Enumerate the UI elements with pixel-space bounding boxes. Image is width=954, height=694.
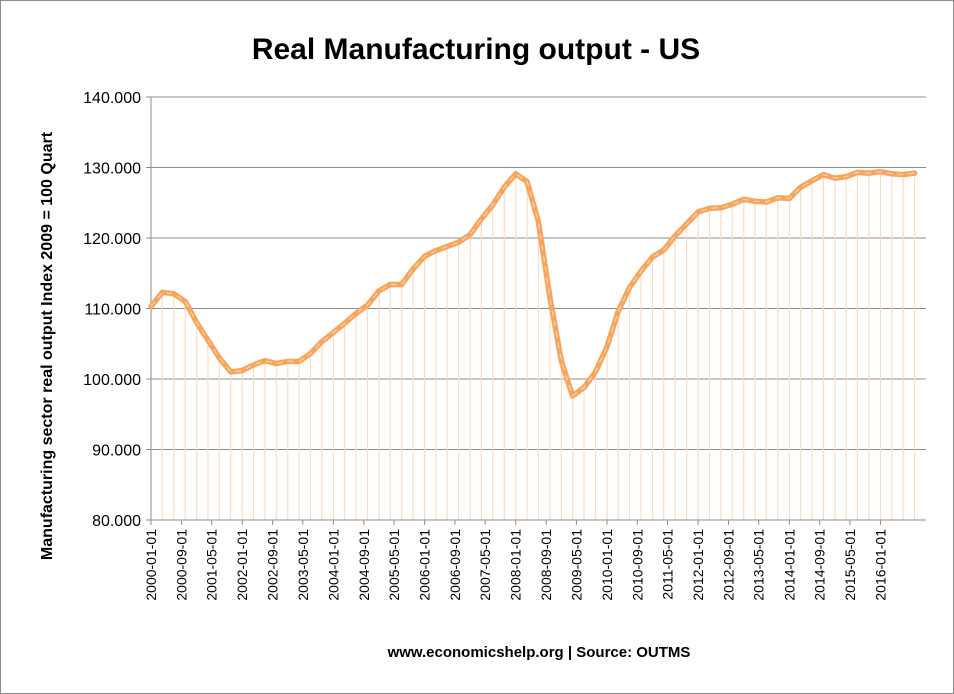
x-tick-label: 2007-05-01 bbox=[477, 529, 493, 601]
x-tick-label: 2012-01-01 bbox=[690, 529, 706, 601]
y-tick-label: 140.000 bbox=[83, 90, 141, 107]
chart-title: Real Manufacturing output - US bbox=[252, 33, 700, 66]
series-line-highlight bbox=[150, 171, 915, 397]
x-tick-label: 2008-01-01 bbox=[508, 529, 524, 601]
y-axis-label: Manufacturing sector real output Index 2… bbox=[39, 131, 56, 560]
series-group bbox=[148, 168, 918, 399]
x-tick-labels: 2000-01-01 2000-09-01 2001-05-01 2002-01-01… bbox=[143, 529, 888, 601]
x-tick-label: 2008-09-01 bbox=[538, 529, 554, 601]
y-tick-label: 130.000 bbox=[83, 161, 141, 178]
x-tick-label: 2014-01-01 bbox=[781, 529, 797, 601]
source-note: www.economicshelp.org | Source: OUTMS bbox=[387, 644, 691, 661]
x-tick-label: 2003-05-01 bbox=[295, 529, 311, 601]
y-tick-label: 120.000 bbox=[83, 231, 141, 248]
x-tick-label: 2001-05-01 bbox=[204, 529, 220, 601]
x-tick-label: 2006-01-01 bbox=[417, 529, 433, 601]
x-tick-label: 2015-05-01 bbox=[842, 529, 858, 601]
y-tick-label: 110.000 bbox=[84, 302, 141, 319]
gridlines bbox=[146, 96, 926, 521]
x-tick-label: 2000-09-01 bbox=[173, 529, 189, 601]
x-tick-label: 2010-01-01 bbox=[599, 529, 615, 601]
x-tick-label: 2010-09-01 bbox=[629, 529, 645, 601]
x-tick-label: 2002-09-01 bbox=[265, 529, 281, 601]
drop-lines bbox=[150, 171, 916, 520]
y-tick-label: 100.000 bbox=[83, 372, 141, 389]
x-tick-label: 2016-01-01 bbox=[872, 529, 888, 601]
y-tick-label: 80.000 bbox=[92, 513, 141, 530]
y-tick-label: 90.000 bbox=[92, 443, 141, 460]
x-tick-label: 2004-09-01 bbox=[356, 529, 372, 601]
y-tick-labels: 80.000 90.000 100.000 110.000 120.000 130.000… bbox=[83, 90, 141, 530]
x-tick-label: 2002-01-01 bbox=[234, 529, 250, 601]
x-tick-label: 2013-05-01 bbox=[751, 529, 767, 601]
x-tick-label: 2004-01-01 bbox=[325, 529, 341, 601]
x-tick-label: 2006-09-01 bbox=[447, 529, 463, 601]
x-tick-label: 2009-05-01 bbox=[568, 529, 584, 601]
x-tick-label: 2005-05-01 bbox=[386, 529, 402, 601]
x-tick-label: 2011-05-01 bbox=[660, 529, 676, 600]
x-tick-label: 2014-09-01 bbox=[812, 529, 828, 601]
x-tick-label: 2000-01-01 bbox=[143, 529, 159, 601]
x-tick-label: 2012-09-01 bbox=[721, 529, 737, 601]
